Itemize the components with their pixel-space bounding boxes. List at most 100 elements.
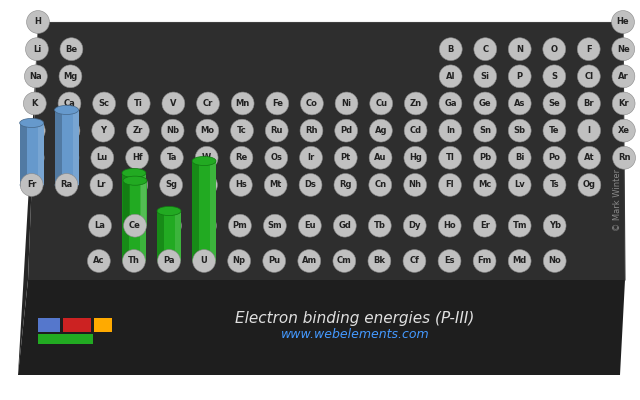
Polygon shape <box>18 22 38 375</box>
Text: Db: Db <box>130 180 143 190</box>
Circle shape <box>264 174 287 196</box>
Circle shape <box>403 250 426 272</box>
Circle shape <box>612 119 636 142</box>
Circle shape <box>90 174 113 196</box>
Text: Po: Po <box>548 153 561 162</box>
Text: Ar: Ar <box>618 72 628 81</box>
Polygon shape <box>54 110 61 185</box>
Text: Es: Es <box>444 256 455 266</box>
Circle shape <box>60 38 83 60</box>
Text: In: In <box>446 126 455 135</box>
Polygon shape <box>20 123 44 185</box>
Bar <box>63 318 91 332</box>
Circle shape <box>193 250 216 272</box>
Text: Og: Og <box>583 180 596 190</box>
Text: Br: Br <box>584 99 595 108</box>
Polygon shape <box>192 161 199 261</box>
Text: Dy: Dy <box>408 221 421 230</box>
Text: Pa: Pa <box>163 256 175 266</box>
Circle shape <box>265 146 287 169</box>
Text: Mt: Mt <box>269 180 282 190</box>
Text: © Mark Winter: © Mark Winter <box>612 169 621 231</box>
Polygon shape <box>20 123 27 185</box>
Polygon shape <box>157 211 181 261</box>
Circle shape <box>231 92 254 115</box>
Text: Hf: Hf <box>132 153 142 162</box>
Circle shape <box>404 146 427 169</box>
Text: Hg: Hg <box>409 153 422 162</box>
Circle shape <box>195 174 218 196</box>
Text: B: B <box>447 45 454 54</box>
Ellipse shape <box>123 176 147 185</box>
Circle shape <box>612 65 635 88</box>
Text: Ne: Ne <box>617 45 630 54</box>
Circle shape <box>543 174 566 196</box>
Circle shape <box>298 214 321 237</box>
Circle shape <box>439 119 461 142</box>
Text: Xe: Xe <box>618 126 630 135</box>
Circle shape <box>298 250 321 272</box>
Circle shape <box>57 119 80 142</box>
Circle shape <box>369 146 392 169</box>
Circle shape <box>196 92 220 115</box>
Text: Lu: Lu <box>97 153 108 162</box>
Text: Ga: Ga <box>444 99 457 108</box>
Text: K: K <box>31 99 38 108</box>
Circle shape <box>229 174 252 196</box>
Circle shape <box>439 92 462 115</box>
Text: Rg: Rg <box>339 180 351 190</box>
Text: Sr: Sr <box>63 126 74 135</box>
Circle shape <box>439 146 461 169</box>
Text: Ba: Ba <box>61 153 74 162</box>
Circle shape <box>369 214 391 237</box>
Circle shape <box>228 250 250 272</box>
Text: Kr: Kr <box>618 99 629 108</box>
Text: Fm: Fm <box>477 256 492 266</box>
Text: Pr: Pr <box>164 221 175 230</box>
Text: Ds: Ds <box>305 180 317 190</box>
Circle shape <box>162 92 185 115</box>
Text: V: V <box>170 99 177 108</box>
Text: Rh: Rh <box>305 126 317 135</box>
Ellipse shape <box>54 180 79 190</box>
Text: Ra: Ra <box>60 180 72 190</box>
Text: Os: Os <box>270 153 282 162</box>
Text: Tl: Tl <box>445 153 454 162</box>
Circle shape <box>335 119 358 142</box>
Ellipse shape <box>122 168 146 178</box>
Circle shape <box>577 38 600 60</box>
Circle shape <box>56 146 79 169</box>
Text: Cu: Cu <box>375 99 387 108</box>
Circle shape <box>127 92 150 115</box>
Text: Ni: Ni <box>342 99 351 108</box>
Text: Sc: Sc <box>99 99 109 108</box>
Text: La: La <box>95 221 106 230</box>
Text: P: P <box>516 72 523 81</box>
Polygon shape <box>54 110 79 185</box>
Circle shape <box>612 146 636 169</box>
Circle shape <box>26 38 49 60</box>
Text: Pt: Pt <box>340 153 351 162</box>
Polygon shape <box>210 161 216 261</box>
Text: No: No <box>548 256 561 266</box>
Text: Rb: Rb <box>28 126 40 135</box>
Ellipse shape <box>123 221 147 230</box>
Polygon shape <box>38 123 44 185</box>
Polygon shape <box>140 173 146 261</box>
Text: C: C <box>482 45 488 54</box>
Circle shape <box>543 92 566 115</box>
Text: www.webelements.com: www.webelements.com <box>281 328 429 340</box>
Circle shape <box>266 92 289 115</box>
Text: Cl: Cl <box>584 72 593 81</box>
Text: Cf: Cf <box>410 256 419 266</box>
Circle shape <box>125 146 148 169</box>
Text: Er: Er <box>480 221 490 230</box>
Text: Sg: Sg <box>165 180 177 190</box>
Ellipse shape <box>157 256 181 266</box>
Circle shape <box>577 92 600 115</box>
Circle shape <box>93 92 115 115</box>
Circle shape <box>612 92 635 115</box>
Circle shape <box>55 174 78 196</box>
Circle shape <box>122 250 145 272</box>
Text: Ir: Ir <box>307 153 315 162</box>
